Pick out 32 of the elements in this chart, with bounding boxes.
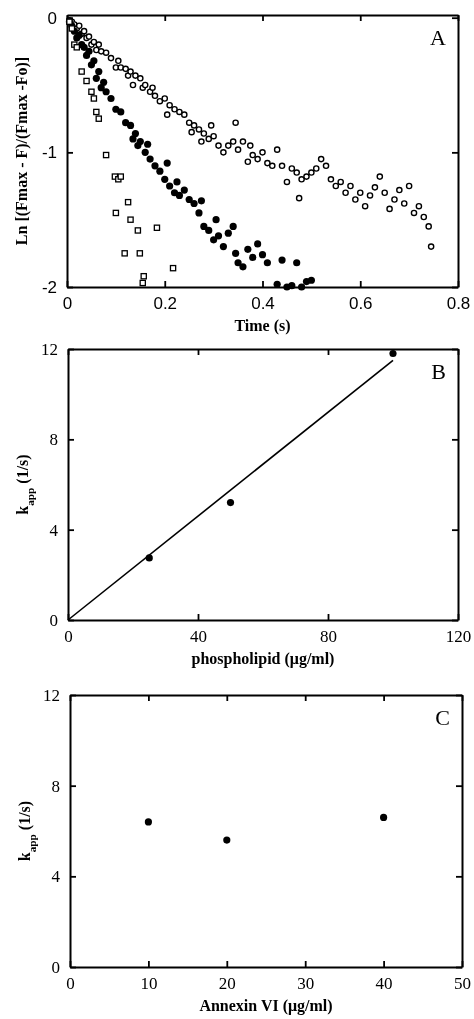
x-tick-label: 30 [297,974,315,994]
y-tick-label: 0 [47,8,57,28]
x-axis-title: phospholipid (μg/ml) [191,650,335,668]
y-tick-label: 8 [49,430,58,450]
x-tick-label: 0.6 [348,294,373,314]
x-tick-label: 40 [190,627,207,647]
x-tick-label: 120 [445,627,472,647]
x-tick-label: 50 [454,974,471,994]
y-tick-label: 4 [49,520,59,540]
x-axis-title: Time (s) [234,317,291,335]
y-tick-label: 8 [51,776,60,796]
y-tick-label: 4 [51,867,61,887]
x-tick-label: 0.8 [446,294,471,314]
x-tick-label: 0 [66,974,75,994]
x-tick-label: 40 [375,974,393,994]
annotation: C [435,705,450,730]
y-tick-label: 0 [49,610,58,630]
y-tick-label: -2 [41,277,57,297]
x-tick-label: 0.2 [153,294,178,314]
y-tick-label: 12 [41,339,58,359]
annotation: B [431,359,446,384]
x-tick-label: 0 [64,627,73,647]
y-tick-label: -1 [41,143,57,163]
y-axis-title: Ln [(Fmax - F)/(Fmax -Fo)] [13,56,31,246]
x-tick-label: 10 [140,974,158,994]
y-tick-label: 0 [51,957,60,977]
x-tick-label: 0.4 [251,294,275,314]
x-tick-label: 80 [320,627,337,647]
x-axis-title: Annexin VI (μg/ml) [199,997,333,1015]
x-tick-label: 20 [218,974,236,994]
y-tick-label: 12 [43,685,60,705]
annotation: A [430,25,447,50]
